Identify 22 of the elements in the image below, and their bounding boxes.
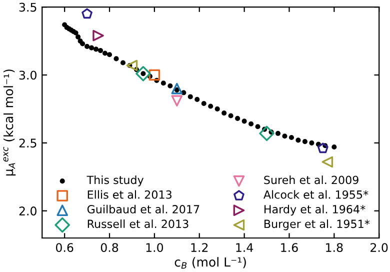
x-tick-label: 1.4	[236, 243, 254, 252]
y-tick-label: 3.5	[19, 2, 36, 12]
x-tick-label: 1.2	[191, 243, 208, 252]
legend-label: Guilbaud et al. 2017	[87, 204, 200, 214]
legend-label: Hardy et al. 1964*	[264, 204, 366, 216]
legend-label: Burger et al. 1951*	[264, 219, 370, 230]
y-axis-title: μ$_{A}$$^{exc}$ (kcal mol⁻¹)	[3, 70, 16, 176]
legend-label: This study	[86, 176, 144, 186]
x-tick-label: 1.8	[326, 243, 343, 252]
legend-label: Sureh et al. 2009	[264, 176, 358, 184]
x-tick-label: 2.0	[370, 243, 388, 252]
x-tick-label: 1.6	[281, 243, 298, 252]
x-tick-label: 0.6	[56, 243, 74, 252]
y-tick-label: 2.5	[19, 138, 36, 148]
y-tick-label: 3.0	[19, 70, 36, 80]
legend-label: Russell et al. 2013	[88, 219, 188, 228]
y-tick-label: 2.0	[19, 206, 36, 216]
legend-label: Alcock et al. 1955*	[263, 190, 368, 199]
x-tick-label: 1.0	[146, 243, 164, 252]
x-tick-label: 0.8	[100, 243, 118, 252]
x-axis-title: c$_{B}$ (mol L⁻¹)	[174, 257, 246, 269]
legend-label: Ellis et al. 2013	[88, 190, 172, 199]
